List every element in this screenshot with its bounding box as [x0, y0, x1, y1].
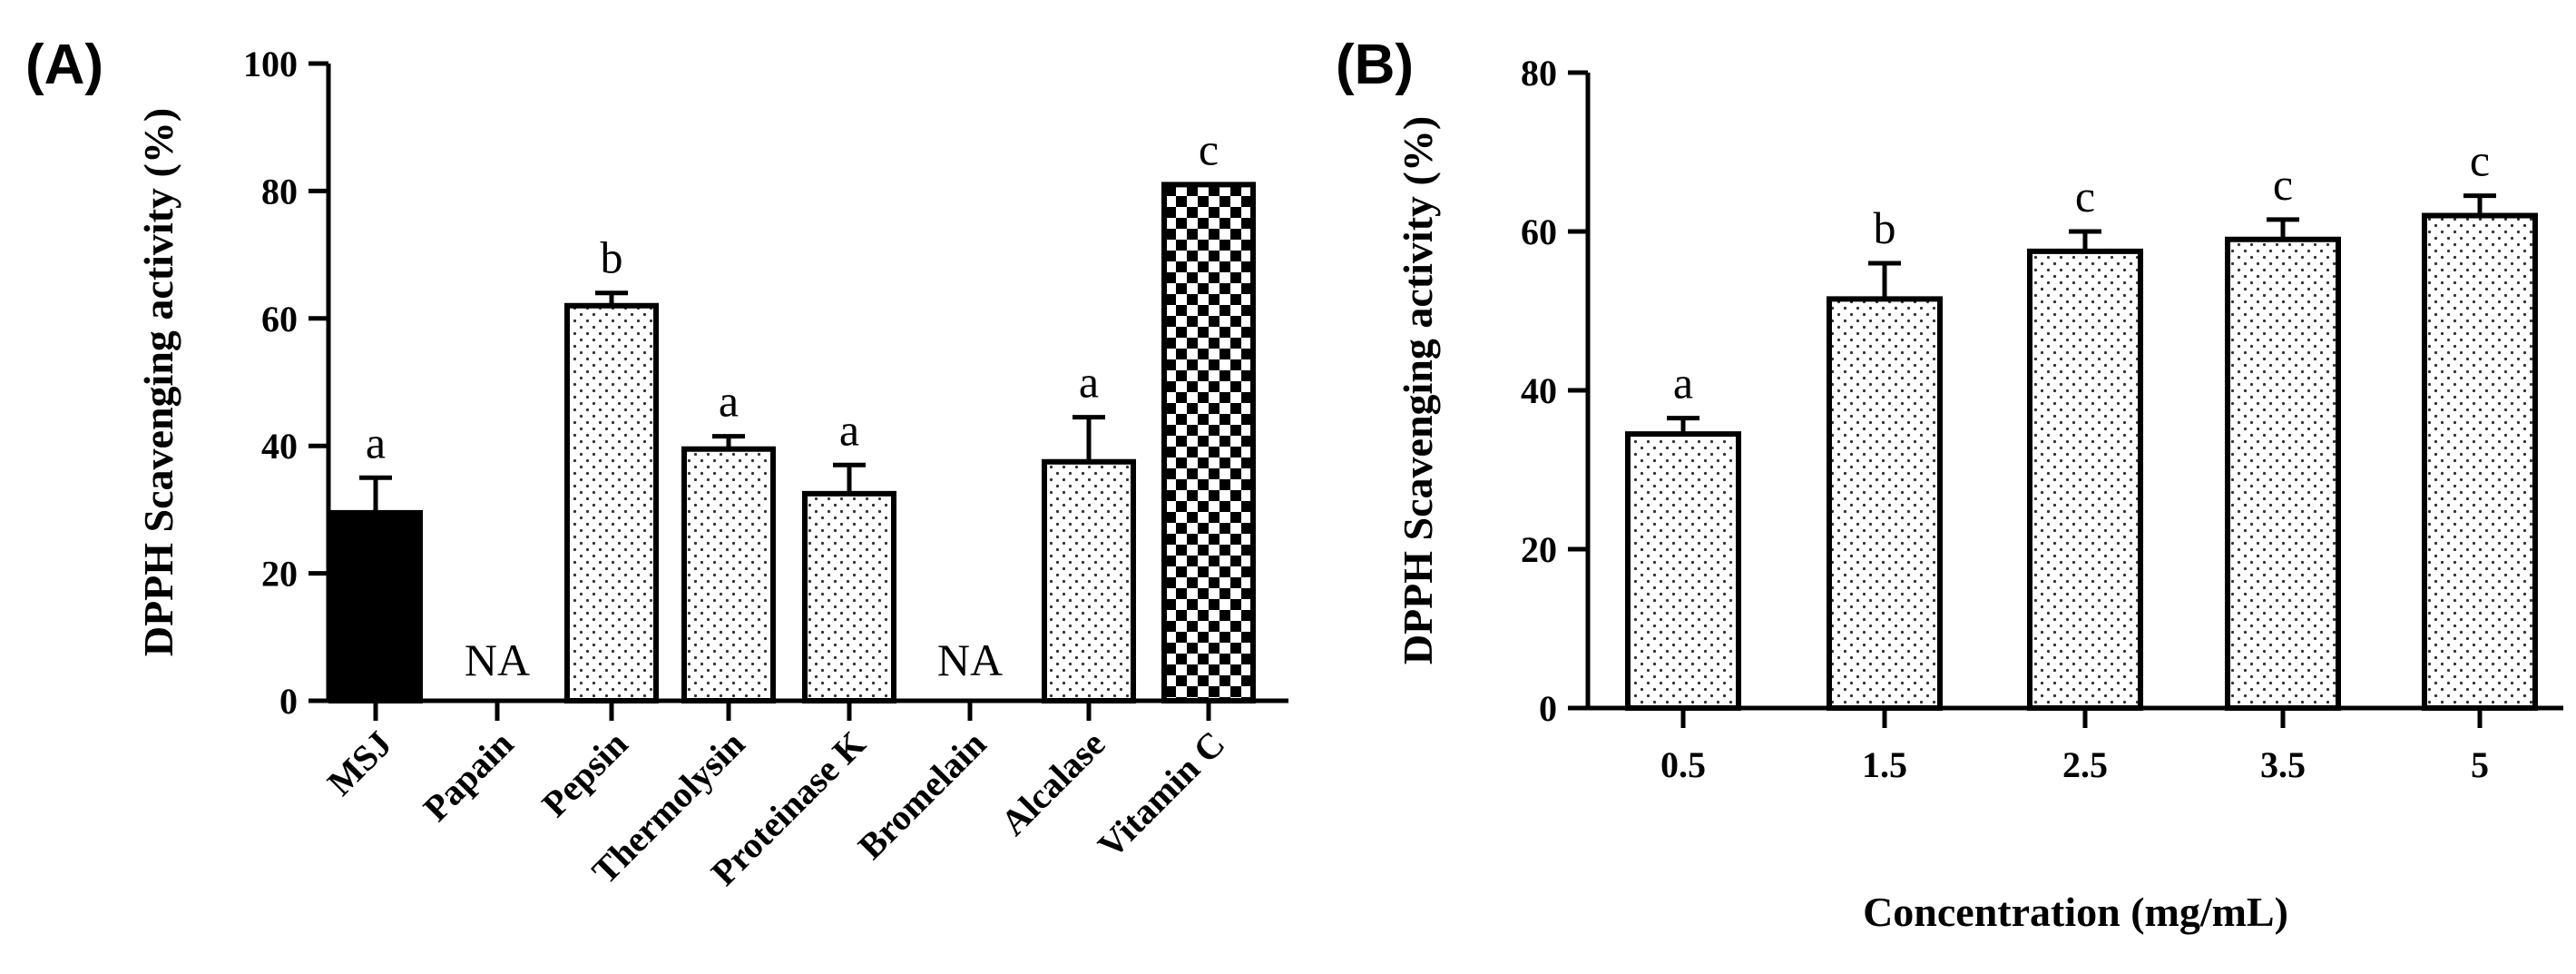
y-tick-label-a: 20: [261, 554, 298, 595]
significance-letter-a: c: [1199, 123, 1219, 174]
significance-letter-b: b: [1874, 202, 1896, 253]
bar-a: [1161, 182, 1256, 703]
x-tick-label-b: 3.5: [2260, 744, 2306, 785]
x-tick-label-b: 0.5: [1660, 744, 1706, 785]
bar-b: [2422, 212, 2538, 711]
x-tick-label-a: Vitamin C: [1090, 723, 1232, 866]
significance-letter-a: a: [366, 417, 386, 467]
y-tick-label-a: 100: [243, 44, 298, 84]
y-tick-label-a: 60: [261, 299, 298, 339]
panel-b: (B) DPPH Scavenging activity (%) 0 20 40 60 80…: [1336, 34, 2563, 935]
y-tick-label-a: 0: [279, 681, 298, 722]
significance-letter-b: c: [2075, 171, 2095, 221]
y-tick-label-b: 20: [1521, 529, 1557, 570]
y-tick-label-a: 40: [261, 426, 298, 467]
significance-letter-a: a: [1079, 357, 1099, 408]
significance-letter-b: c: [2273, 159, 2293, 210]
bar-a: [564, 302, 659, 703]
bar-a: [681, 446, 776, 703]
bar-a: [802, 490, 896, 703]
panel-label-a: (A): [25, 34, 103, 96]
bar-b: [2027, 248, 2143, 711]
bar-b: [1625, 431, 1741, 711]
panel-a: (A) DPPH Scavenging activity (%) 0 20 40 60 80…: [25, 34, 1288, 893]
significance-letter-a: a: [839, 404, 859, 455]
x-tick-label-a: Pepsin: [534, 723, 635, 825]
x-tick-label-b: 2.5: [2062, 744, 2108, 785]
x-tick-label-a: MSJ: [319, 723, 399, 803]
na-label-a: NA: [465, 635, 530, 685]
significance-letter-a: a: [719, 376, 739, 427]
significance-letter-a: b: [601, 232, 623, 283]
x-axis-title-b: Concentration (mg/mL): [1863, 889, 2288, 935]
y-axis-title-a: DPPH Scavenging activity (%): [135, 108, 181, 656]
y-tick-label-a: 80: [261, 171, 298, 212]
significance-letter-b: c: [2470, 135, 2490, 186]
significance-letter-b: a: [1673, 358, 1693, 408]
x-tick-label-a: Papain: [416, 723, 522, 830]
x-tick-label-b: 5: [2471, 744, 2489, 785]
bar-a: [1042, 458, 1136, 703]
bar-a: [328, 509, 423, 703]
panel-label-b: (B): [1336, 34, 1414, 96]
x-tick-label-b: 1.5: [1862, 744, 1907, 785]
y-tick-label-b: 0: [1539, 688, 1557, 729]
bar-b: [1827, 296, 1943, 711]
y-tick-label-b: 60: [1521, 212, 1557, 252]
na-label-a: NA: [937, 635, 1003, 685]
y-tick-label-b: 40: [1521, 370, 1557, 411]
y-axis-title-b: DPPH Scavenging activity (%): [1395, 116, 1441, 664]
x-tick-label-a: Bromelain: [850, 723, 994, 868]
x-tick-label-a: Alcalase: [993, 723, 1112, 843]
bar-b: [2225, 236, 2341, 711]
y-tick-label-b: 80: [1521, 53, 1557, 93]
